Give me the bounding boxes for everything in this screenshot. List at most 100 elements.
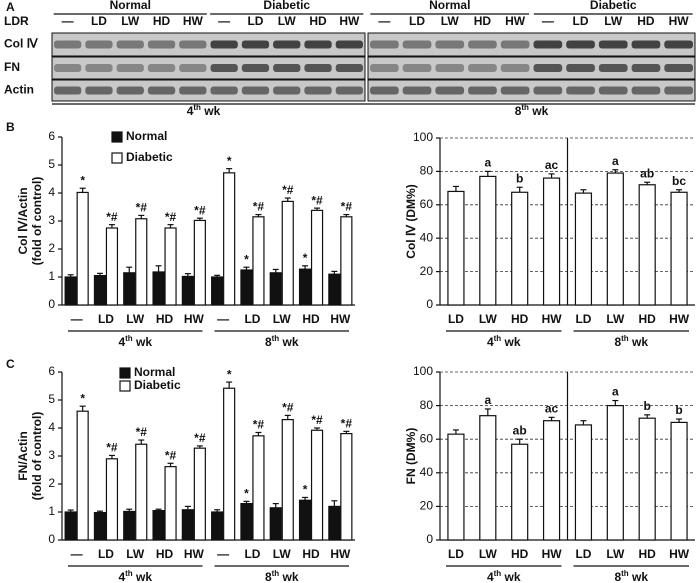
blot-row-label: Actin <box>4 83 34 97</box>
chart: B 0 1 2 3 4 5 6 Col Ⅳ/Actin (fold of control) — LD L… <box>6 120 355 349</box>
bar <box>310 429 324 541</box>
bar <box>64 276 77 306</box>
y-axis-label: (fold of control) <box>30 412 44 501</box>
row-header: LDR <box>4 14 29 28</box>
group-label: 4th wk <box>487 334 521 349</box>
error-bar <box>214 274 221 277</box>
error-bar <box>196 217 203 221</box>
x-tick-label: LW <box>479 312 498 326</box>
blot-band <box>116 86 144 95</box>
x-tick-label: LW <box>126 312 145 326</box>
bar <box>574 424 593 541</box>
y-tick-label: 0 <box>426 297 433 311</box>
bar <box>93 511 107 541</box>
blot-band <box>566 64 595 72</box>
x-tick-label: LD <box>98 312 114 326</box>
blot-band <box>598 64 628 72</box>
annotation: * <box>227 367 232 381</box>
x-tick-label: HD <box>511 312 529 326</box>
annotation: *# <box>165 210 177 224</box>
y-tick-label: 6 <box>48 364 55 378</box>
blot-band <box>598 86 628 95</box>
bar <box>164 466 177 541</box>
blot-band <box>85 40 113 49</box>
condition-label: Diabetic <box>590 0 637 12</box>
blot-band <box>241 64 270 72</box>
annotation: *# <box>194 431 206 445</box>
lane-label: HW <box>183 14 204 28</box>
error-bar <box>516 186 523 193</box>
error-bar <box>284 197 291 202</box>
legend-label: Diabetic <box>134 378 181 392</box>
annotation: *# <box>136 201 148 215</box>
blot-band <box>370 64 399 72</box>
blot-band <box>273 64 301 72</box>
error-bar <box>516 438 523 445</box>
bar <box>93 275 107 306</box>
lane-label: HD <box>637 14 655 28</box>
y-tick-label: 100 <box>413 130 433 144</box>
legend-swatch <box>119 367 131 379</box>
condition-label: Normal <box>110 0 151 12</box>
y-tick-label: 1 <box>48 269 55 283</box>
bar <box>638 417 656 541</box>
blot-strip <box>51 56 366 80</box>
bar <box>152 271 165 306</box>
blot-band <box>370 40 399 49</box>
x-tick-label: — <box>71 312 83 326</box>
x-tick-label: — <box>217 312 229 326</box>
error-bar <box>343 430 350 434</box>
error-bar <box>226 381 233 389</box>
error-bar <box>108 454 115 459</box>
annotation: a <box>612 385 619 399</box>
y-tick-label: 20 <box>420 264 434 278</box>
error-bar <box>612 399 619 406</box>
bar <box>447 433 465 541</box>
y-tick-label: 5 <box>48 392 55 406</box>
error-bar <box>67 509 74 512</box>
error-bar <box>155 508 162 511</box>
bar <box>123 272 136 306</box>
x-tick-label: LD <box>448 547 464 561</box>
bar <box>638 184 656 306</box>
legend-swatch <box>111 152 123 164</box>
error-bar <box>184 505 191 510</box>
error-bar <box>214 509 221 512</box>
bar <box>542 177 561 306</box>
x-tick-label: LW <box>273 547 292 561</box>
error-bar <box>612 169 619 174</box>
blot-band <box>598 40 628 49</box>
x-tick-label: HW <box>669 312 690 326</box>
bar <box>670 421 688 541</box>
blot-band <box>500 64 530 72</box>
bar <box>211 511 224 541</box>
chart: C 0 1 2 3 4 5 6 FN/Actin (fold of control) — LD LW HD… <box>6 357 355 583</box>
blot-band <box>468 64 497 72</box>
blot-band <box>147 64 176 72</box>
y-tick-label: 4 <box>48 420 55 434</box>
bar <box>76 191 89 306</box>
annotation: * <box>303 251 308 265</box>
bar <box>64 511 77 541</box>
error-bar <box>196 445 203 449</box>
lane-label: LD <box>247 14 263 28</box>
lane-label: HW <box>505 14 526 28</box>
x-tick-label: — <box>217 547 229 561</box>
lane-label: HD <box>153 14 171 28</box>
error-bar <box>96 510 103 513</box>
bar <box>298 268 312 306</box>
blot-band <box>533 40 563 49</box>
blot-band <box>468 86 497 95</box>
lane-label: HD <box>309 14 327 28</box>
annotation: b <box>675 403 682 417</box>
bar <box>328 273 341 306</box>
bar <box>281 419 294 541</box>
panel-label: A <box>6 0 15 14</box>
blot-row-label: Col Ⅳ <box>4 37 39 51</box>
bar <box>252 216 265 306</box>
blot-band <box>54 40 82 49</box>
lane-label: LW <box>441 14 460 28</box>
bar <box>281 200 294 306</box>
blot-band <box>241 86 270 95</box>
